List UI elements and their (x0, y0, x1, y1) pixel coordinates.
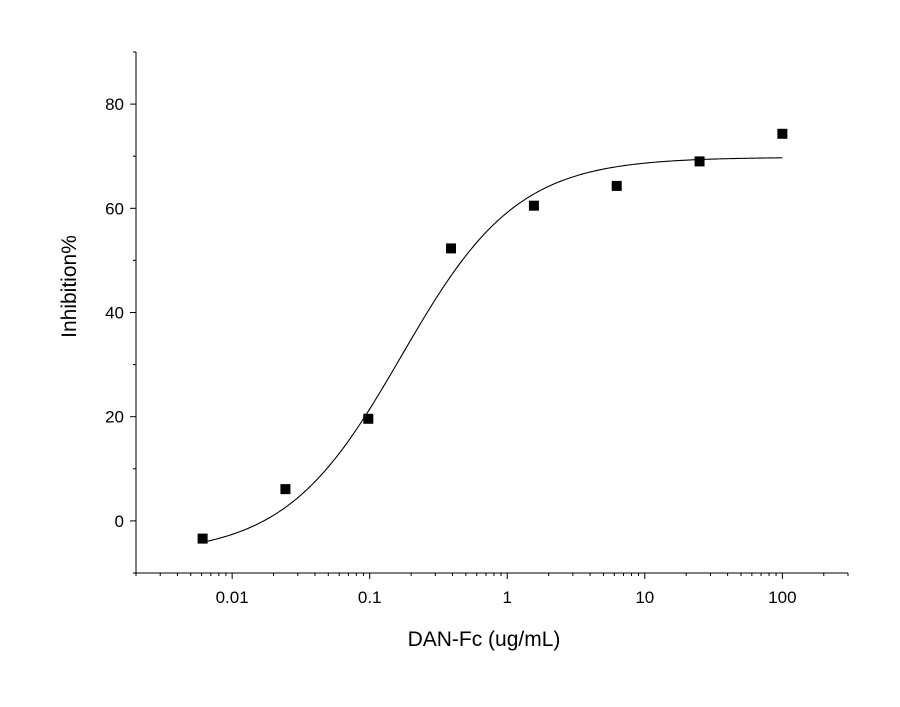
data-point (197, 533, 208, 544)
data-point (694, 156, 705, 167)
axes: 0 20 40 60 80 0.01 0.1 1 10 100 (105, 51, 849, 607)
data-points (197, 128, 788, 544)
data-point (363, 413, 374, 424)
y-axis-title: Inhibition% (58, 235, 81, 338)
fit-curve (202, 157, 783, 543)
y-tick-label: 40 (105, 304, 124, 323)
y-tick-label: 20 (105, 408, 124, 427)
data-point (611, 180, 622, 191)
data-point (446, 243, 457, 254)
x-tick-label: 0.01 (216, 588, 249, 607)
data-point (777, 128, 788, 139)
data-point (280, 484, 291, 495)
y-tick-label: 0 (115, 512, 124, 531)
x-tick-label: 0.1 (358, 588, 382, 607)
fit-curve-group (202, 157, 783, 543)
data-point (528, 200, 539, 211)
x-tick-label: 10 (635, 588, 654, 607)
x-tick-label: 100 (768, 588, 796, 607)
y-tick-label: 80 (105, 95, 124, 114)
y-tick-label: 60 (105, 199, 124, 218)
x-tick-label: 1 (503, 588, 512, 607)
x-axis-title: DAN-Fc (ug/mL) (408, 628, 561, 651)
